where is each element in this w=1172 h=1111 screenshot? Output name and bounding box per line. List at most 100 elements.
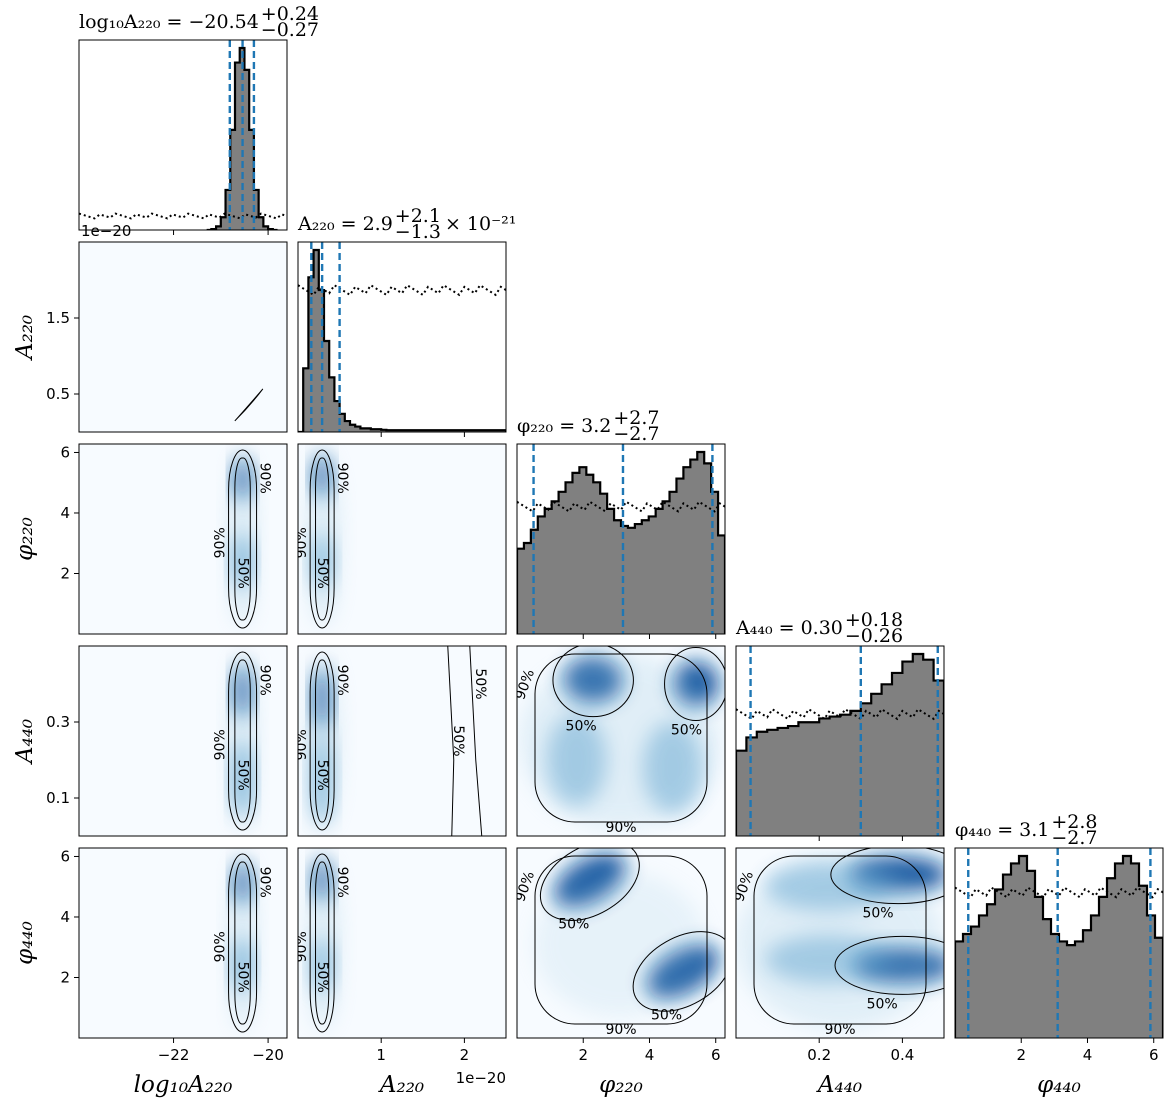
density-panel-phi220-A440: 50% 50%90%90% — [516, 645, 726, 837]
density-blob — [533, 871, 706, 1017]
prior-histogram — [955, 886, 1163, 899]
contour-50 — [234, 457, 251, 621]
contour-label-50: 50% — [314, 760, 330, 791]
x-axis-A440: 0.2 0.4 A₄₄₀ — [807, 1038, 914, 1098]
panel-frame — [954, 847, 1164, 1039]
x-tick-label: 2 — [578, 1046, 588, 1064]
contour-label-90: 90% — [257, 463, 273, 494]
contour-label-90b: 90% — [294, 729, 310, 760]
panel-frame — [78, 241, 288, 433]
title-suffix: × 10⁻²¹ — [445, 213, 516, 235]
y-tick-label: 6 — [60, 443, 70, 461]
contour-label-edge-50: 50% — [472, 668, 488, 699]
contour-90 — [753, 855, 927, 1025]
contour-label-90b: 90% — [213, 931, 229, 962]
y-tick-label: 0.5 — [46, 385, 70, 403]
title-upper-error: +0.18 — [845, 609, 903, 631]
contour-label-90b: 90% — [213, 527, 229, 558]
panel-frame — [78, 847, 288, 1039]
y-axis-A440: 0.1 0.3 A₄₄₀ — [12, 713, 79, 807]
panel-frame — [735, 645, 945, 837]
x-tick-label: 6 — [1149, 1046, 1159, 1064]
contour-label-90b: 90% — [294, 931, 310, 962]
panel-title-phi220: φ₂₂₀ = 3.2 +2.7−2.7 — [517, 407, 660, 445]
prior-histogram — [517, 500, 725, 513]
x-axis-phi220: 2 4 6 φ₂₂₀ — [578, 1038, 720, 1098]
contour-50 — [539, 848, 640, 921]
diag-panel-phi220: φ₂₂₀ = 3.2 +2.7−2.7 — [516, 407, 726, 639]
panel-frame — [516, 847, 726, 1039]
contour-50 — [830, 848, 944, 905]
y-tick-label: 0.3 — [46, 713, 70, 731]
contour-50 — [234, 861, 251, 1025]
contour-50 — [315, 861, 330, 1025]
panel-frame — [78, 443, 288, 635]
y-axis-A220: 0.5 1.5 A₂₂₀ — [12, 309, 79, 403]
contour-label-edge-50b: 50% — [450, 725, 466, 756]
density-panel-logA220-A440: 90% 50% 90% — [78, 645, 288, 837]
posterior-histogram-outline — [206, 46, 278, 230]
contour-label-50: 50% — [566, 719, 597, 735]
density-panel-A220-phi440: 90%50%90% — [294, 847, 507, 1039]
density-blob — [306, 451, 340, 627]
diag-panel-phi440: φ₄₄₀ = 3.1 +2.8−2.7 — [954, 811, 1164, 1039]
contour-90 — [534, 855, 708, 1025]
contour-90 — [228, 651, 258, 831]
density-blob — [736, 859, 944, 1029]
x-axis-A220: 1 2 A₂₂₀ — [376, 1038, 469, 1098]
contour-90 — [234, 388, 264, 422]
posterior-histogram-outline — [517, 450, 725, 634]
title-lower-error: −1.3 — [395, 221, 441, 243]
y-axis-phi440: 2 4 6 φ₄₄₀ — [12, 847, 79, 986]
y-axis-label: A₄₄₀ — [12, 719, 38, 765]
panel-title-A220: A₂₂₀ = 2.9 +2.1−1.3 × 10⁻²¹ — [297, 205, 516, 243]
title-lower-error: −0.27 — [261, 19, 319, 41]
density-blob — [229, 855, 256, 1031]
x-tick-label: 6 — [711, 1046, 721, 1064]
panel-background — [79, 242, 287, 432]
prior-histogram — [79, 212, 287, 220]
contour-50 — [632, 931, 725, 1012]
contour-50 — [664, 647, 725, 721]
contour-label-90: 90% — [257, 665, 273, 696]
contour-label-50: 50% — [651, 1007, 682, 1023]
panel-frame — [516, 645, 726, 837]
density-blob — [229, 653, 256, 829]
offset-text-diag: 1e−20 — [81, 222, 131, 240]
x-axis-label: φ₂₂₀ — [599, 1072, 643, 1098]
density-panel-A220-A440: 90%50%90%50%50% — [294, 645, 507, 837]
density-blob — [520, 653, 720, 829]
panel-title-phi440: φ₄₄₀ = 3.1 +2.8−2.7 — [955, 811, 1098, 849]
panel-title-logA220: log₁₀A₂₂₀ = −20.54 +0.24−0.27 — [79, 3, 319, 41]
y-tick-label: 2 — [60, 968, 70, 986]
contour-label-50: 50% — [862, 906, 893, 922]
contour-50 — [315, 457, 330, 621]
posterior-histogram-fill — [955, 856, 1163, 1038]
panel-frame — [297, 847, 507, 1039]
x-tick-label: −20 — [252, 1046, 284, 1064]
title-lower-error: −2.7 — [613, 423, 659, 445]
contour-edge-90 — [447, 646, 455, 836]
posterior-histogram-fill — [517, 452, 725, 634]
panel-background — [79, 444, 287, 634]
contour-90 — [534, 653, 708, 823]
panel-frame — [297, 241, 507, 433]
y-axis-phi220: 2 4 6 φ₂₂₀ — [12, 443, 79, 582]
title-lower-error: −2.7 — [1051, 827, 1097, 849]
contour-label-50: 50% — [235, 558, 251, 589]
y-axis-label: φ₂₂₀ — [12, 517, 38, 561]
contour-label-90: 90% — [605, 1022, 636, 1038]
diag-panel-A440: A₄₄₀ = 0.30 +0.18−0.26 — [735, 609, 945, 841]
title-upper-error: +2.7 — [613, 407, 659, 429]
title-main: φ₂₂₀ = 3.2 — [517, 415, 611, 437]
contour-label-90: 90% — [334, 665, 350, 696]
density-panel-A220-phi220: 90%50%90% — [297, 443, 507, 635]
prior-histogram — [298, 283, 506, 297]
prior-histogram — [736, 707, 944, 721]
contour-label-90b: 90% — [213, 729, 229, 760]
x-tick-label: 4 — [1083, 1046, 1093, 1064]
diag-panel-logA220: log₁₀A₂₂₀ = −20.54 +0.24−0.27 — [78, 3, 319, 235]
x-axis-label: A₄₄₀ — [816, 1072, 862, 1098]
title-main: A₄₄₀ = 0.30 — [735, 617, 843, 639]
